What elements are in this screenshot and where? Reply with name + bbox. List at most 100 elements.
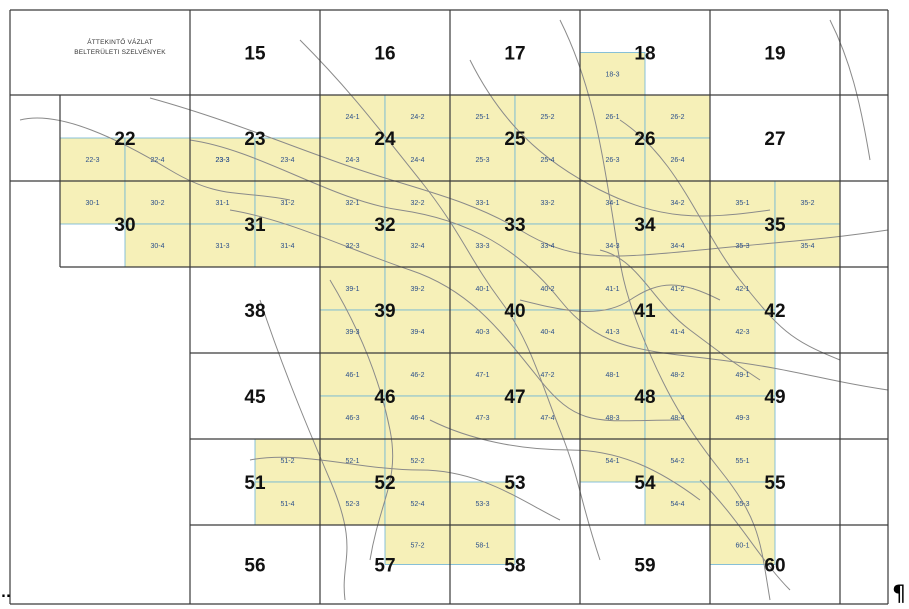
subsheet-label: 32-3	[345, 243, 359, 250]
street-path-15	[519, 284, 721, 312]
subsheet-label: 46-3	[345, 415, 359, 422]
subsheet-tile-32-4	[384, 223, 451, 268]
sheet-label: 47	[504, 387, 525, 408]
subsheet-label: 30-2	[150, 200, 164, 207]
subsheet-label: 35-4	[800, 243, 814, 250]
subsheet-label: 39-3	[345, 329, 359, 336]
subsheet-tile-35-4	[774, 223, 841, 268]
subsheet-tile-25-3	[449, 137, 516, 182]
subsheet-tile-39-4	[384, 309, 451, 354]
subsheet-label: 32-4	[410, 243, 424, 250]
subsheet-label: 40-2	[540, 286, 554, 293]
subsheet-label: 39-4	[410, 329, 424, 336]
street-path-9	[619, 119, 841, 361]
sheet-label: 27	[764, 129, 785, 150]
sheet-label: 33	[504, 215, 525, 236]
subsheet-label: 24-2	[410, 114, 424, 121]
subsheet-tile-31-2	[254, 180, 321, 225]
subsheet-label: 33-4	[540, 243, 554, 250]
street-path-11	[829, 19, 871, 161]
sheet-label: 57	[374, 556, 395, 577]
sheet-label: 35	[764, 215, 786, 236]
subsheet-tile-52-4	[384, 481, 451, 526]
subsheet-label: 26-3	[605, 157, 619, 164]
subsheet-tile-30-2	[124, 180, 191, 225]
subsheet-label: 47-2	[540, 372, 554, 379]
subsheet-label: 51-4	[280, 501, 294, 508]
sheet-label: 24	[374, 129, 396, 150]
sheet-label: 19	[764, 44, 785, 65]
subsheet-tile-30-4	[124, 223, 191, 268]
subsheet-label: 51-2	[280, 458, 294, 465]
sheet-label: 16	[374, 44, 395, 65]
sheet-label: 30	[114, 215, 135, 236]
subsheet-label: 34-3	[605, 243, 619, 250]
subsheet-tile-33-3	[449, 223, 516, 268]
subsheet-tile-40-4	[514, 309, 581, 354]
subsheet-label: 32-2	[410, 200, 424, 207]
subsheet-label: 49-1	[735, 372, 749, 379]
subsheet-label: 55-3	[735, 501, 749, 508]
subsheet-label: 42-1	[735, 286, 749, 293]
subsheet-label: 55-1	[735, 458, 749, 465]
subsheet-tile-41-1	[579, 266, 646, 311]
subsheet-tile-55-1	[709, 438, 776, 483]
subsheet-tile-51-4	[254, 481, 321, 526]
sheet-label: 25	[504, 129, 526, 150]
sheet-label: 34	[634, 215, 656, 236]
subsheet-label: 25-4	[540, 157, 554, 164]
sheet-label: 49	[764, 387, 785, 408]
subsheet-label: 24-4	[410, 157, 424, 164]
sheet-label: 58	[504, 556, 525, 577]
subsheet-tile-60-1	[709, 524, 776, 565]
sheet-label: 41	[634, 301, 656, 322]
subsheet-label: 47-1	[475, 372, 489, 379]
sheet-label: 45	[244, 387, 266, 408]
subsheet-tile-35-1	[709, 180, 776, 225]
subsheet-label: 31-4	[280, 243, 294, 250]
subsheet-tile-34-4	[644, 223, 711, 268]
subsheet-tile-23-4	[254, 137, 321, 182]
subsheet-tile-46-3	[319, 395, 386, 440]
street-path-7	[329, 279, 394, 561]
subsheet-tile-47-3	[449, 395, 516, 440]
subsheet-label: 41-4	[670, 329, 684, 336]
sheet-label: 53	[504, 473, 525, 494]
subsheet-label: 48-4	[670, 415, 684, 422]
sheet-label: 18	[634, 44, 655, 65]
subsheet-label: 47-4	[540, 415, 554, 422]
street-path-13	[259, 299, 348, 601]
subsheet-label: 30-4	[150, 243, 164, 250]
subsheet-tile-54-4	[644, 481, 711, 526]
subsheet-tile-40-3	[449, 309, 516, 354]
sheet-label: 31	[244, 215, 266, 236]
subsheet-label: 34-1	[605, 200, 619, 207]
subsheet-tile-25-4	[514, 137, 581, 182]
subsheet-tile-58-1	[449, 524, 516, 565]
sheet-label: 15	[244, 44, 266, 65]
subsheet-label: 31-2	[280, 200, 294, 207]
street-path-3	[299, 39, 601, 561]
sheet-label: 56	[244, 556, 265, 577]
subsheet-label: 32-1	[345, 200, 359, 207]
sheet-label: 59	[634, 556, 655, 577]
subsheet-label: 48-2	[670, 372, 684, 379]
sheet-label: 46	[374, 387, 395, 408]
street-path-10	[699, 479, 791, 591]
subsheet-label: 24-1	[345, 114, 359, 121]
subsheet-tile-46-1	[319, 352, 386, 397]
sheet-label: 42	[764, 301, 785, 322]
subsheet-label: 41-3	[605, 329, 619, 336]
subsheet-label: 25-3	[475, 157, 489, 164]
subsheet-tile-24-1	[319, 94, 386, 139]
subsheet-tile-48-1	[579, 352, 646, 397]
subsheet-tile-26-4	[644, 137, 711, 182]
subsheet-label: 46-2	[410, 372, 424, 379]
subsheet-tile-22-4	[124, 137, 191, 182]
subsheet-label: 26-1	[605, 114, 619, 121]
subsheet-label: 31-3	[215, 243, 229, 250]
subsheet-label: 22-4	[150, 157, 164, 164]
subsheet-label: 39-1	[345, 286, 359, 293]
subsheet-label: 42-3	[735, 329, 749, 336]
